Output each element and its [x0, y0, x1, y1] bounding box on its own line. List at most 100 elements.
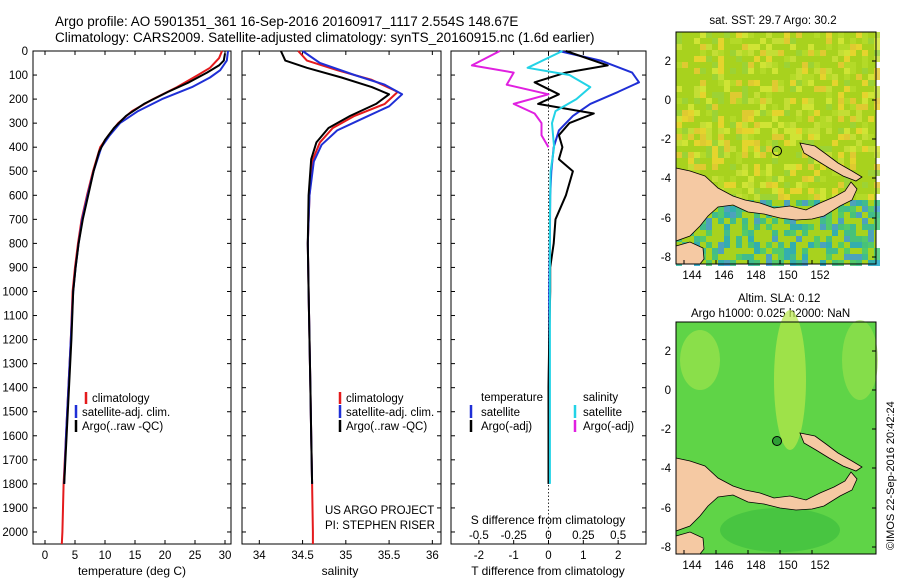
sst-cell: [844, 128, 850, 134]
sst-cell: [772, 62, 778, 68]
sst-cell: [766, 146, 772, 152]
sst-cell: [802, 182, 808, 188]
sst-cell: [706, 56, 712, 62]
depth-tick-label: 900: [9, 262, 28, 274]
sst-cell: [808, 194, 814, 200]
sst-cell: [742, 134, 748, 140]
sst-cell: [826, 32, 832, 38]
x-tick-label: 35.5: [378, 550, 400, 562]
sst-cell: [790, 38, 796, 44]
sst-cell: [820, 86, 826, 92]
sst-cell: [754, 218, 760, 224]
sst-cell: [820, 50, 826, 56]
sst-cell: [754, 248, 760, 254]
sst-cell: [736, 158, 742, 164]
difference-series: [470, 50, 640, 484]
sst-cell: [730, 98, 736, 104]
sst-cell: [838, 260, 844, 266]
sst-cell: [790, 122, 796, 128]
sst-cell: [682, 110, 688, 116]
sst-cell: [796, 74, 802, 80]
sst-cell: [784, 128, 790, 134]
sst-cell: [790, 248, 796, 254]
sst-cell: [754, 242, 760, 248]
sst-cell: [790, 218, 796, 224]
x-tick-label: 20: [159, 550, 172, 562]
sst-cell: [712, 74, 718, 80]
map-x-tick-label: 146: [714, 270, 733, 282]
sst-cell: [838, 38, 844, 44]
series-s-argo-adj: [470, 50, 550, 148]
sst-cell: [730, 122, 736, 128]
sst-cell: [850, 158, 856, 164]
sst-cell: [784, 98, 790, 104]
sst-cell: [826, 92, 832, 98]
sst-cell: [874, 164, 880, 170]
sst-cell: [718, 182, 724, 188]
sst-cell: [760, 122, 766, 128]
temperature-legend: climatology satellite-adj. clim. Argo(..…: [74, 392, 170, 433]
map-y-tick-label: -6: [661, 503, 671, 515]
sst-cell: [742, 254, 748, 260]
sst-cell: [874, 38, 880, 44]
legend-salinity-heading: salinity: [583, 392, 618, 404]
x-tick-label: -2: [474, 550, 484, 562]
sst-cell: [706, 224, 712, 230]
sst-cell: [694, 128, 700, 134]
sst-cell: [820, 188, 826, 194]
sst-cell: [760, 152, 766, 158]
sst-cell: [844, 206, 850, 212]
sst-cell: [874, 146, 880, 152]
sst-cell: [742, 62, 748, 68]
sst-cell: [802, 128, 808, 134]
sst-cell: [862, 248, 868, 254]
sst-cell: [766, 170, 772, 176]
sst-cell: [802, 176, 808, 182]
series-climatology: [60, 50, 223, 545]
sst-cell: [808, 224, 814, 230]
sst-cell: [820, 260, 826, 266]
sst-cell: [838, 152, 844, 158]
map-x-tick-label: 152: [810, 270, 829, 282]
sst-cell: [724, 32, 730, 38]
sst-cell: [718, 92, 724, 98]
sst-cell: [766, 86, 772, 92]
sst-cell: [760, 104, 766, 110]
sst-cell: [724, 230, 730, 236]
sst-cell: [850, 122, 856, 128]
sst-cell: [808, 80, 814, 86]
sst-cell: [676, 110, 682, 116]
sst-cell: [778, 248, 784, 254]
map-x-tick-label: 148: [746, 270, 765, 282]
sst-cell: [784, 164, 790, 170]
depth-tick-label: 700: [9, 214, 28, 226]
sst-cell: [742, 140, 748, 146]
sst-cell: [796, 182, 802, 188]
sst-cell: [868, 206, 874, 212]
sst-cell: [772, 68, 778, 74]
sst-cell: [778, 134, 784, 140]
sst-cell: [748, 182, 754, 188]
sst-cell: [718, 98, 724, 104]
sst-cell: [718, 50, 724, 56]
sst-cell: [784, 248, 790, 254]
sst-cell: [838, 62, 844, 68]
sst-cell: [760, 38, 766, 44]
map-y-tick-label: -8: [661, 542, 671, 554]
sst-cell: [868, 224, 874, 230]
sst-cell: [790, 164, 796, 170]
sst-cell: [766, 182, 772, 188]
sst-cell: [862, 182, 868, 188]
x-tick-label: 0: [42, 550, 48, 562]
sst-cell: [766, 32, 772, 38]
sst-cell: [856, 146, 862, 152]
sst-cell: [874, 248, 880, 254]
sst-cell: [802, 98, 808, 104]
sst-cell: [766, 122, 772, 128]
sst-cell: [778, 242, 784, 248]
sst-cell: [760, 200, 766, 206]
sst-cell: [808, 104, 814, 110]
sst-cell: [724, 212, 730, 218]
sst-cell: [736, 194, 742, 200]
sst-cell: [850, 134, 856, 140]
